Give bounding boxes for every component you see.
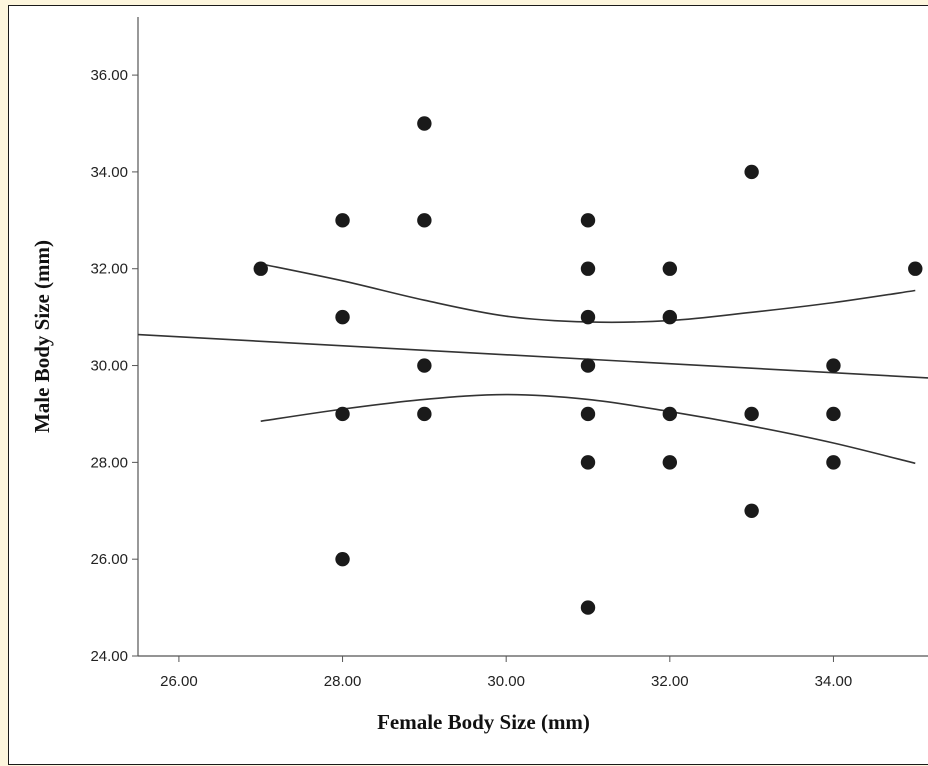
confidence-lower-curve <box>260 393 916 465</box>
data-point <box>417 358 432 373</box>
data-point <box>580 309 596 325</box>
ticks: 24.00 26.00 28.00 30.00 32.00 34.00 36.00 26.00… <box>90 67 853 690</box>
y-tick-label: 24.00 <box>90 648 128 665</box>
data-point <box>662 309 678 325</box>
data-point <box>253 261 268 276</box>
fit-line <box>137 333 928 379</box>
x-tick-label: 28.00 <box>324 673 362 690</box>
data-point <box>826 358 841 373</box>
y-tick-label: 32.00 <box>90 261 128 278</box>
data-point <box>335 309 350 325</box>
fit-lines <box>137 263 928 465</box>
chart-frame: 24.00 26.00 28.00 30.00 32.00 34.00 36.00 26.00… <box>8 5 928 765</box>
data-point <box>744 406 759 422</box>
data-point <box>417 406 432 422</box>
x-tick-label: 34.00 <box>815 673 853 690</box>
y-axis-title: Male Body Size (mm) <box>30 240 54 433</box>
x-axis-title: Female Body Size (mm) <box>377 710 590 734</box>
scatter-chart: 24.00 26.00 28.00 30.00 32.00 34.00 36.00 26.00… <box>30 17 928 734</box>
x-tick-label: 30.00 <box>487 673 525 690</box>
data-point <box>580 406 596 422</box>
y-tick-label: 26.00 <box>90 551 128 568</box>
data-point <box>744 503 759 518</box>
data-point <box>335 213 350 228</box>
data-points <box>253 116 923 615</box>
data-point <box>662 455 678 470</box>
y-tick-label: 34.00 <box>90 164 128 181</box>
data-point <box>580 213 596 228</box>
x-tick-label: 26.00 <box>160 673 198 690</box>
data-point <box>826 406 841 422</box>
x-tick-label: 32.00 <box>651 673 689 690</box>
data-point <box>826 455 841 470</box>
data-point <box>417 213 432 228</box>
data-point <box>335 406 350 422</box>
y-tick-label: 36.00 <box>90 67 128 84</box>
axes <box>137 17 928 657</box>
data-point <box>662 261 678 276</box>
data-point <box>580 261 596 276</box>
data-point <box>580 358 596 373</box>
y-tick-label: 30.00 <box>90 358 128 375</box>
data-point <box>662 406 678 422</box>
data-point <box>908 261 923 276</box>
data-point <box>335 551 350 567</box>
data-point <box>744 164 759 180</box>
data-point <box>580 600 596 615</box>
data-point <box>417 116 432 131</box>
y-tick-label: 28.00 <box>90 454 128 471</box>
data-point <box>580 455 596 470</box>
